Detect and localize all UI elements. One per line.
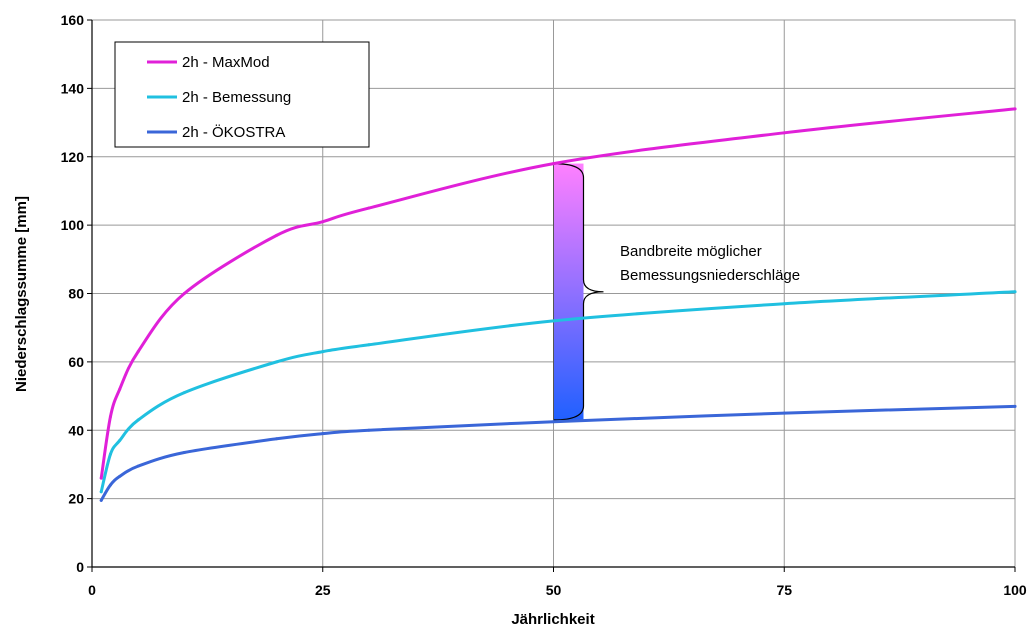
series-point	[782, 131, 786, 135]
legend: 2h - MaxMod 2h - Bemessung 2h - ÖKOSTRA	[114, 41, 370, 148]
series-point	[99, 498, 103, 502]
y-tick-label: 0	[76, 559, 84, 575]
series-point	[1013, 404, 1017, 408]
y-tick-label: 160	[61, 12, 85, 28]
x-tick-label: 75	[776, 582, 792, 598]
series-point	[108, 415, 112, 419]
series-point	[136, 464, 140, 468]
series-point	[182, 450, 186, 454]
y-tick-label: 100	[61, 217, 85, 233]
series-point	[321, 350, 325, 354]
series-point	[367, 428, 371, 432]
x-tick-label: 50	[546, 582, 562, 598]
annotation-line-2: Bemessungsniederschläge	[620, 267, 800, 284]
series-point	[552, 162, 555, 166]
series-point	[1013, 107, 1017, 111]
series-point	[118, 387, 122, 391]
y-tick-label: 120	[61, 149, 85, 165]
series-point	[182, 391, 186, 395]
series-point	[275, 360, 279, 364]
bandwidth-annotation	[553, 162, 604, 421]
series-point	[321, 432, 325, 436]
x-tick-label: 0	[88, 582, 96, 598]
y-tick-label: 40	[68, 422, 84, 438]
bandwidth-brace	[553, 162, 604, 421]
x-tick-label: 100	[1003, 582, 1027, 598]
x-axis-label: Jährlichkeit	[511, 611, 594, 628]
series-point	[782, 411, 786, 415]
series-point	[118, 439, 122, 443]
series-point	[321, 220, 325, 224]
y-tick-label: 60	[68, 354, 84, 370]
y-tick-label: 140	[61, 80, 85, 96]
series-point	[367, 206, 371, 210]
series-point	[275, 233, 279, 237]
series-point	[367, 343, 371, 347]
series-point	[136, 418, 140, 422]
series-point	[99, 476, 103, 480]
axes	[87, 19, 1016, 572]
series-point	[552, 319, 555, 323]
series-line-3	[99, 404, 1017, 502]
legend-entry: 2h - ÖKOSTRA	[182, 123, 285, 141]
series-point	[118, 474, 122, 478]
bandwidth-gradient	[553, 163, 584, 420]
series-point	[136, 350, 140, 354]
annotation-line-1: Bandbreite möglicher	[620, 243, 762, 260]
legend-entry: 2h - MaxMod	[182, 54, 270, 71]
legend-box	[114, 41, 370, 148]
x-tick-label: 25	[315, 582, 331, 598]
legend-entry: 2h - Bemessung	[182, 89, 291, 106]
series-lines	[99, 107, 1017, 502]
series-point	[108, 452, 112, 456]
y-tick-label: 80	[68, 286, 84, 302]
y-tick-label: 20	[68, 491, 84, 507]
series-point	[782, 302, 786, 306]
series-point	[275, 437, 279, 441]
series-point	[182, 292, 186, 295]
tick-labels: 0 20 40 60 80 100 120 140 160 0 25 50 75 100	[61, 12, 1027, 598]
series-point	[99, 490, 103, 494]
series-point	[108, 483, 112, 487]
y-axis-label: Niederschlagssumme [mm]	[13, 196, 30, 392]
series-point	[552, 420, 555, 424]
series-point	[1013, 290, 1017, 294]
